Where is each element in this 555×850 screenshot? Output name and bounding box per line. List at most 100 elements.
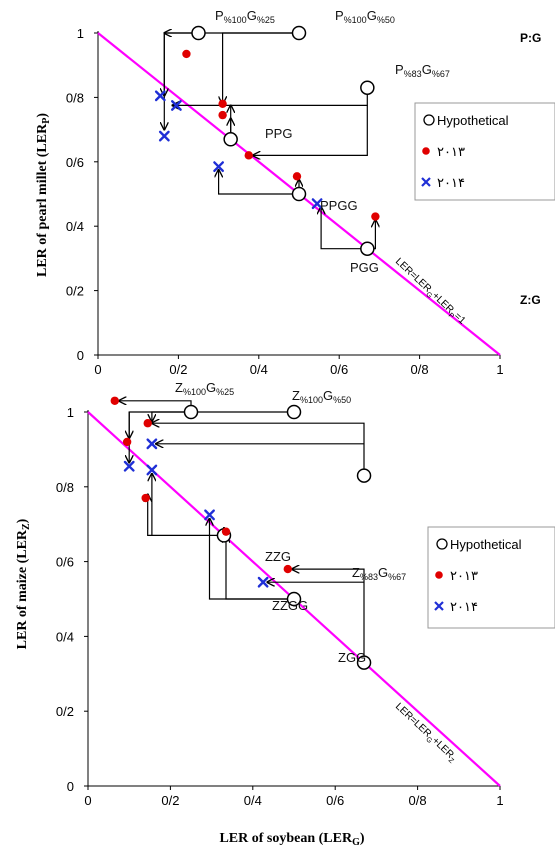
y-tick-label: 1 bbox=[77, 26, 84, 41]
panel-tag: Z:G bbox=[520, 293, 541, 307]
hypothetical-point bbox=[360, 80, 375, 95]
y-tick-label: 1 bbox=[67, 405, 74, 420]
connector-arrow bbox=[253, 105, 368, 155]
connector-arrow bbox=[172, 87, 368, 106]
x-tick-label: 0/8 bbox=[409, 793, 427, 808]
point-2014 bbox=[170, 100, 182, 111]
connector-arrow bbox=[152, 423, 365, 476]
point-label: P%100G%50 bbox=[335, 8, 395, 25]
hypothetical-point bbox=[191, 25, 206, 41]
y-axis-label: LER of pearl millet (LERP) bbox=[35, 113, 52, 277]
point-2013 bbox=[182, 49, 191, 59]
point-2014 bbox=[311, 198, 323, 210]
y-tick-label: 0/6 bbox=[56, 555, 74, 570]
hypothetical-point bbox=[356, 655, 372, 670]
legend-label: Hypothetical bbox=[437, 113, 509, 128]
hypothetical-point bbox=[223, 132, 238, 147]
point-2013 bbox=[244, 151, 253, 160]
point-2014 bbox=[204, 509, 215, 521]
point-label: P%100G%25 bbox=[215, 8, 275, 25]
legend-box bbox=[427, 526, 555, 629]
x-tick-label: 0/6 bbox=[330, 362, 348, 377]
point-label: PGG bbox=[350, 260, 379, 275]
connector-arrow bbox=[152, 411, 294, 421]
connector-arrow bbox=[226, 535, 294, 600]
point-label: Z%83G%67 bbox=[352, 565, 406, 582]
legend: Hypothetical ۲۰۱۳ ۲۰۱۴ bbox=[414, 102, 555, 201]
point-label: PPGG bbox=[320, 198, 358, 213]
panel-tag: P:G bbox=[520, 31, 541, 45]
legend-2014-marker bbox=[434, 601, 444, 611]
x-tick-label: 0/6 bbox=[326, 793, 344, 808]
x-tick-label: 0 bbox=[84, 793, 91, 808]
y-tick-label: 0/4 bbox=[56, 629, 74, 644]
point-2013 bbox=[141, 493, 150, 503]
point-label: Z%100G%50 bbox=[292, 388, 351, 405]
point-label: ZZG bbox=[265, 549, 291, 564]
pearl-millet-panel: 0 0/2 0/4 0/6 0/8 1 0 0/2 0/4 0/6 0/8 1 LER=LERG+LER… bbox=[35, 8, 555, 377]
point-2013 bbox=[292, 172, 302, 181]
point-2014 bbox=[154, 90, 166, 102]
hypothetical-point bbox=[291, 186, 307, 202]
y-tick-label: 0 bbox=[77, 348, 84, 363]
hypothetical-point bbox=[360, 241, 375, 256]
point-2014 bbox=[123, 460, 135, 472]
point-2013 bbox=[110, 396, 119, 405]
hypothetical-point bbox=[286, 404, 302, 420]
point-2014 bbox=[257, 576, 269, 588]
legend-hypothetical-marker bbox=[436, 538, 448, 550]
point-label: ZZGG bbox=[272, 598, 308, 613]
connector-arrow bbox=[148, 494, 152, 536]
point-2013 bbox=[122, 437, 132, 447]
x-tick-label: 1 bbox=[496, 362, 503, 377]
x-tick-label: 0/2 bbox=[161, 793, 179, 808]
hypothetical-point bbox=[356, 468, 372, 483]
point-2014 bbox=[158, 130, 170, 142]
legend-2013-marker bbox=[422, 147, 430, 155]
point-2014 bbox=[146, 438, 158, 450]
y-tick-label: 0 bbox=[67, 779, 74, 794]
connector-arrow bbox=[292, 569, 365, 663]
y-tick-label: 0/2 bbox=[56, 704, 74, 719]
x-tick-label: 0/8 bbox=[411, 362, 429, 377]
point-2013 bbox=[221, 527, 231, 536]
point-label: Z%100G%25 bbox=[175, 380, 234, 397]
legend-2013-marker bbox=[435, 571, 443, 579]
point-2013 bbox=[218, 110, 227, 120]
connector-arrow bbox=[129, 411, 191, 438]
diagonal-label: LER=LERG+LERP=1 bbox=[392, 256, 468, 328]
legend-label: ۲۰۱۴ bbox=[437, 175, 465, 190]
y-tick-label: 0/2 bbox=[66, 284, 84, 299]
point-2013 bbox=[371, 212, 380, 221]
point-label: ZGG bbox=[338, 650, 366, 665]
point-label: P%83G%67 bbox=[395, 62, 450, 79]
legend-label: ۲۰۱۴ bbox=[450, 599, 478, 614]
y-tick-label: 0/8 bbox=[56, 480, 74, 495]
hypothetical-point bbox=[183, 404, 199, 420]
x-tick-label: 0 bbox=[94, 362, 101, 377]
connector-arrow bbox=[164, 32, 299, 96]
connector-arrow bbox=[223, 32, 299, 104]
point-label: PPG bbox=[265, 126, 292, 141]
legend-label: Hypothetical bbox=[450, 537, 522, 552]
legend: Hypothetical ۲۰۱۳ ۲۰۱۴ bbox=[427, 526, 555, 629]
x-tick-label: 0/2 bbox=[169, 362, 187, 377]
y-tick-label: 0/8 bbox=[66, 90, 84, 105]
hypothetical-point bbox=[291, 25, 307, 41]
legend-label: ۲۰۱۳ bbox=[450, 568, 478, 583]
y-tick-label: 0/4 bbox=[66, 219, 84, 234]
legend-box bbox=[414, 102, 555, 201]
point-2014 bbox=[213, 161, 224, 173]
connector-arrow bbox=[219, 170, 299, 195]
x-tick-label: 1 bbox=[496, 793, 503, 808]
point-2014 bbox=[146, 464, 158, 476]
point-2013 bbox=[143, 419, 152, 428]
point-2013 bbox=[218, 99, 227, 109]
x-axis-label: LER of soybean (LERG) bbox=[219, 831, 364, 848]
connector-arrow bbox=[321, 207, 368, 250]
connector-arrow bbox=[119, 401, 192, 412]
legend-hypothetical-marker bbox=[423, 114, 435, 126]
diagonal-label: LER=LERG+LERZ bbox=[392, 701, 460, 765]
legend-2014-marker bbox=[421, 177, 431, 187]
